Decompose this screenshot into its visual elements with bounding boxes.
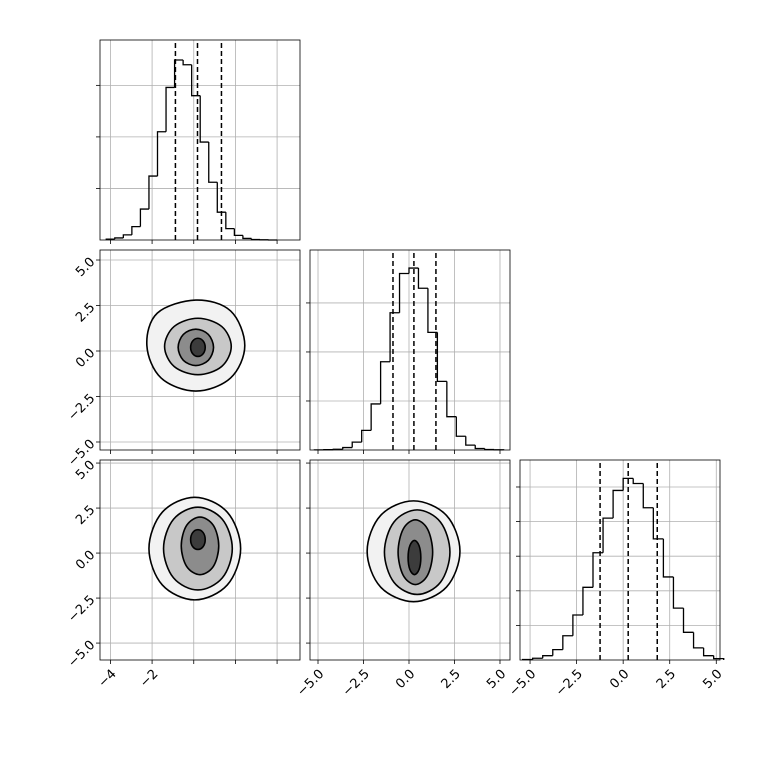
histogram-step xyxy=(542,655,553,659)
histogram-step xyxy=(208,142,218,183)
histogram-step xyxy=(408,267,419,274)
histogram-step xyxy=(139,208,149,227)
histogram-step xyxy=(216,182,226,213)
histogram-step xyxy=(713,655,725,660)
histogram-step xyxy=(572,614,583,636)
histogram-step xyxy=(662,538,674,578)
x-tick-label: −5.0 xyxy=(506,667,539,700)
histogram-step xyxy=(173,59,184,88)
histogram-step xyxy=(148,175,158,210)
x-tick-label: −2.5 xyxy=(553,667,586,700)
histogram-step xyxy=(602,517,614,553)
histogram-step xyxy=(379,361,391,404)
histogram-step xyxy=(446,381,457,418)
x-tick-label: 0.0 xyxy=(393,667,418,692)
x-tick-label: −2.5 xyxy=(340,667,373,700)
histogram-step xyxy=(455,416,466,437)
histogram-step xyxy=(361,429,372,443)
panel-frame xyxy=(99,459,301,661)
x-tick-label: 0.0 xyxy=(607,667,632,692)
histogram-step xyxy=(131,225,141,235)
histogram-step xyxy=(351,441,362,448)
histogram-step xyxy=(370,403,381,431)
histogram-step xyxy=(612,489,624,519)
histogram-step xyxy=(692,632,704,649)
histogram-step xyxy=(552,648,563,656)
y-tick-label: −2.5 xyxy=(65,391,98,424)
histogram-step xyxy=(474,445,485,450)
y-tick-label: 2.5 xyxy=(73,503,98,528)
histogram-step xyxy=(242,235,252,240)
histogram-step xyxy=(484,448,495,451)
histogram-step xyxy=(182,60,192,66)
histogram-step xyxy=(672,576,684,609)
histogram-step xyxy=(532,657,543,660)
histogram-step xyxy=(417,268,428,289)
y-tick-label: −2.5 xyxy=(65,593,98,626)
y-tick-label: 5.0 xyxy=(73,255,98,280)
histogram-step xyxy=(632,478,644,485)
histogram-step xyxy=(398,272,409,313)
histogram-step xyxy=(465,436,476,446)
histogram-step xyxy=(165,86,175,132)
histogram-step xyxy=(199,95,209,143)
histogram-step xyxy=(702,647,714,657)
panel-frame xyxy=(99,249,301,451)
panel-frame xyxy=(519,459,721,661)
histogram-step xyxy=(233,228,243,237)
histogram-step xyxy=(156,131,167,177)
y-tick-label: 0.0 xyxy=(73,346,98,371)
histogram-step xyxy=(191,64,201,97)
x-tick-label: 2.5 xyxy=(439,667,464,692)
histogram-step xyxy=(642,483,654,509)
contour xyxy=(189,337,207,358)
histogram-step xyxy=(122,234,132,238)
histogram-step xyxy=(622,477,634,491)
histogram-step xyxy=(592,552,604,588)
contour xyxy=(407,539,422,576)
histogram-step xyxy=(389,312,400,362)
histogram-step xyxy=(436,332,447,383)
histogram-step xyxy=(342,446,353,450)
histogram-step xyxy=(250,238,260,241)
y-tick-label: −5.0 xyxy=(65,638,98,671)
y-tick-label: 2.5 xyxy=(73,300,98,325)
panel-frame xyxy=(309,459,511,661)
x-tick-label: 2.5 xyxy=(654,667,679,692)
x-tick-label: −2 xyxy=(137,667,161,691)
x-tick-label: 5.0 xyxy=(700,667,725,692)
histogram-step xyxy=(582,586,593,616)
histogram-step xyxy=(427,288,438,334)
contour xyxy=(189,528,207,551)
x-tick-label: −5.0 xyxy=(294,667,327,700)
panel-frame xyxy=(99,39,301,241)
histogram-step xyxy=(225,212,235,230)
y-tick-label: 0.0 xyxy=(73,548,98,573)
x-tick-label: −4 xyxy=(96,667,120,691)
histogram-step xyxy=(562,635,573,650)
x-tick-label: 5.0 xyxy=(484,667,509,692)
histogram-step xyxy=(114,237,124,240)
histogram-step xyxy=(652,507,664,540)
panel-frame xyxy=(309,249,511,451)
histogram-step xyxy=(682,608,694,633)
